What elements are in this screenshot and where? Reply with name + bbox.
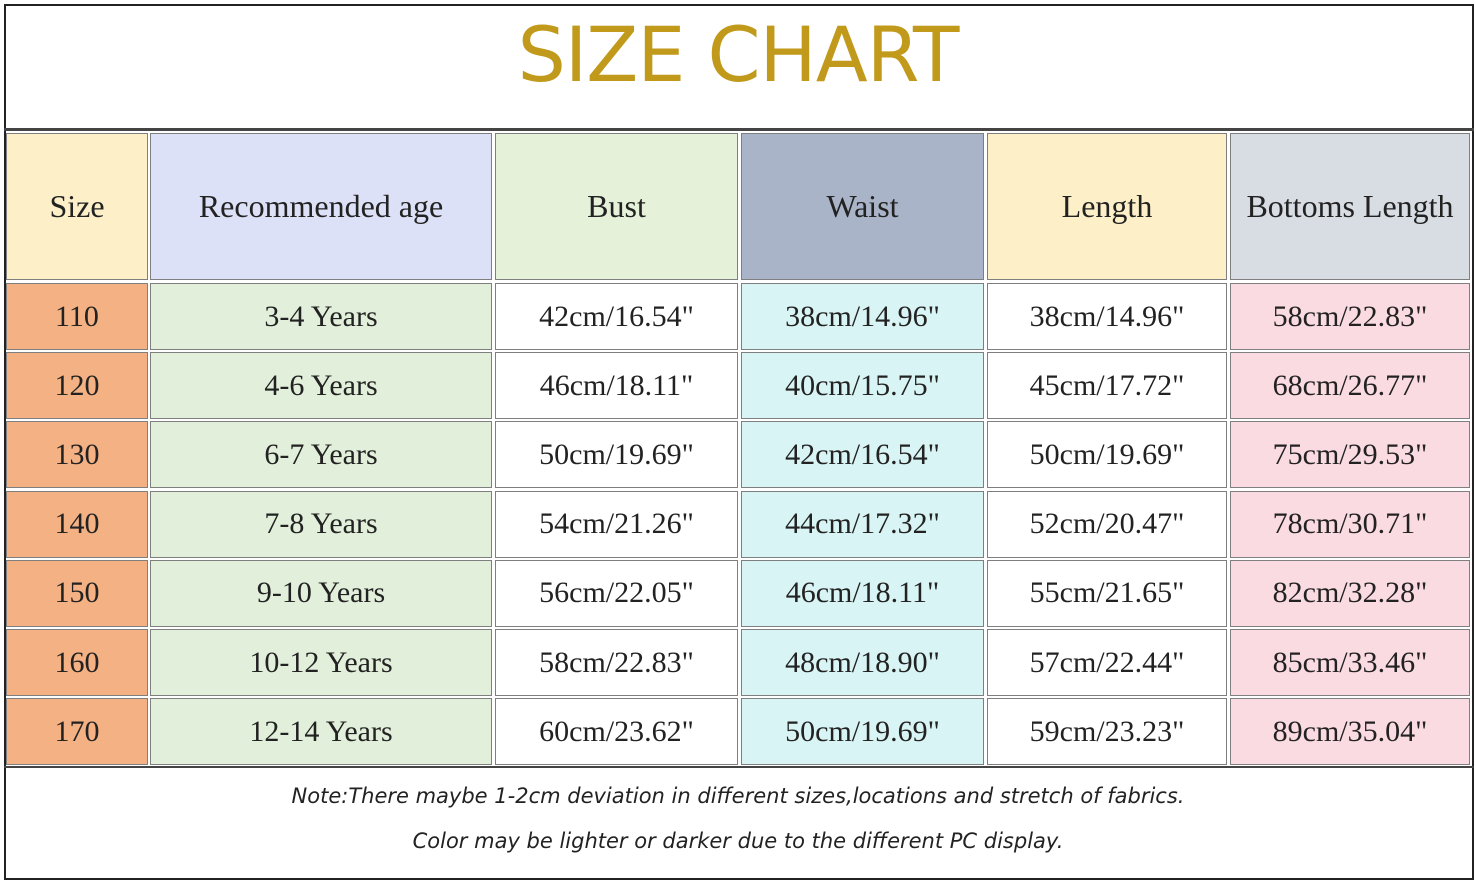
table-cell: 10-12 Years — [150, 629, 492, 696]
separator — [4, 766, 1474, 768]
table-cell: 4-6 Years — [150, 352, 492, 420]
table-cell: 78cm/30.71" — [1230, 490, 1470, 558]
table-cell: 38cm/14.96" — [741, 283, 984, 350]
table-cell: 54cm/21.26" — [495, 490, 738, 558]
table-cell: 7-8 Years — [150, 490, 492, 558]
table-cell: 55cm/21.65" — [987, 559, 1227, 627]
table-cell: 42cm/16.54" — [495, 283, 738, 350]
header-cell: Bust — [495, 133, 738, 280]
table-cell: 59cm/23.23" — [987, 698, 1227, 766]
table-cell: 130 — [6, 421, 148, 489]
table-cell: 170 — [6, 698, 148, 766]
header-cell: Length — [987, 133, 1227, 280]
table-cell: 56cm/22.05" — [495, 559, 738, 627]
table-cell: 40cm/15.75" — [741, 352, 984, 420]
table-cell: 12-14 Years — [150, 698, 492, 766]
header-cell: Bottoms Length — [1230, 133, 1470, 280]
frame — [4, 4, 1474, 880]
table-cell: 120 — [6, 352, 148, 420]
table-cell: 50cm/19.69" — [741, 698, 984, 766]
table-cell: 9-10 Years — [150, 559, 492, 627]
table-cell: 44cm/17.32" — [741, 490, 984, 558]
table-cell: 3-4 Years — [150, 283, 492, 350]
table-cell: 42cm/16.54" — [741, 421, 984, 489]
table-cell: 58cm/22.83" — [1230, 283, 1470, 350]
table-cell: 50cm/19.69" — [987, 421, 1227, 489]
table-cell: 50cm/19.69" — [495, 421, 738, 489]
table-cell: 38cm/14.96" — [987, 283, 1227, 350]
table-cell: 75cm/29.53" — [1230, 421, 1470, 489]
table-cell: 48cm/18.90" — [741, 629, 984, 696]
header-cell: Waist — [741, 133, 984, 280]
table-cell: 57cm/22.44" — [987, 629, 1227, 696]
note: Color may be lighter or darker due to th… — [412, 829, 1064, 853]
separator — [4, 128, 1474, 131]
table-cell: 82cm/32.28" — [1230, 559, 1470, 627]
header-cell: Recommended age — [150, 133, 492, 280]
table-cell: 160 — [6, 629, 148, 696]
table-cell: 68cm/26.77" — [1230, 352, 1470, 420]
table-cell: 110 — [6, 283, 148, 350]
title: SIZE CHART — [517, 10, 960, 99]
table-cell: 150 — [6, 559, 148, 627]
table-cell: 89cm/35.04" — [1230, 698, 1470, 766]
table-cell: 46cm/18.11" — [741, 559, 984, 627]
table-cell: 140 — [6, 490, 148, 558]
table-cell: 58cm/22.83" — [495, 629, 738, 696]
table-cell: 52cm/20.47" — [987, 490, 1227, 558]
table-cell: 85cm/33.46" — [1230, 629, 1470, 696]
table-cell: 6-7 Years — [150, 421, 492, 489]
note: Note:There maybe 1-2cm deviation in diff… — [291, 784, 1185, 808]
table-cell: 46cm/18.11" — [495, 352, 738, 420]
table-cell: 45cm/17.72" — [987, 352, 1227, 420]
table-cell: 60cm/23.62" — [495, 698, 738, 766]
header-cell: Size — [6, 133, 148, 280]
